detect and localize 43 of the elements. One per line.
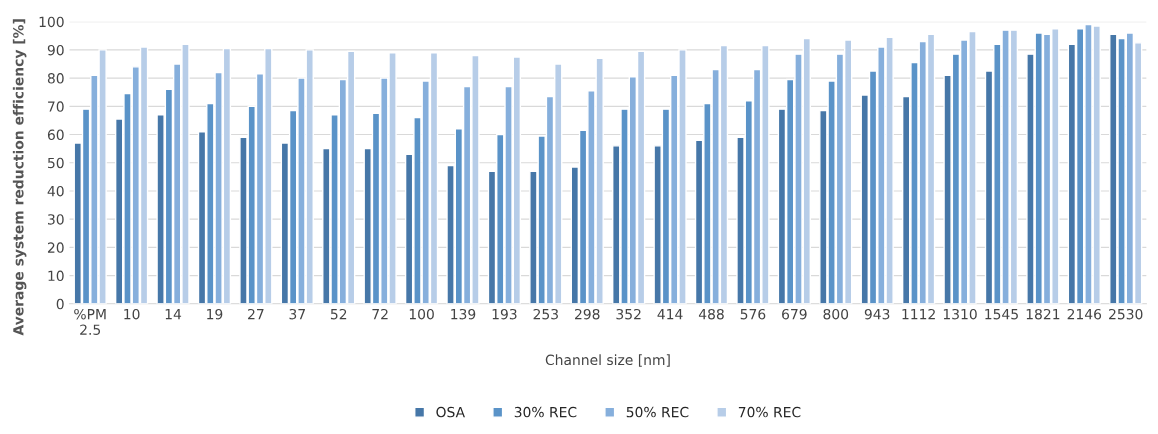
x-tick-label: 1310	[943, 308, 977, 320]
y-tick-label: 100	[39, 16, 64, 28]
y-tick-label: 20	[47, 242, 64, 253]
y-tick-label: 30	[48, 214, 64, 225]
x-tick-label: 679	[782, 308, 807, 320]
x-tick-label: 19	[207, 308, 223, 320]
x-tick-label: 14	[165, 309, 182, 320]
x-axis-title: Channel size [nm]	[545, 354, 670, 367]
x-tick-label: 576	[740, 308, 766, 320]
x-tick-label: 52	[330, 308, 347, 320]
y-tick-label: 10	[48, 270, 64, 282]
x-tick-label: 488	[698, 308, 724, 320]
x-tick-label: 10	[124, 308, 140, 320]
x-tick-label: 1545	[985, 309, 1018, 320]
y-axis-title: Average system reduction efficiency [%]	[12, 19, 27, 336]
legend-label: OSA	[436, 406, 465, 418]
x-tick-label: 298	[575, 308, 600, 320]
y-tick-label: 60	[47, 129, 64, 141]
x-tick-label: 414	[657, 309, 683, 320]
y-tick-label: 50	[48, 157, 64, 169]
x-tick-label: 139	[451, 308, 476, 320]
legend-label: 70% REC	[738, 406, 801, 418]
x-tick-label: 800	[823, 308, 849, 320]
y-tick-label: 90	[47, 44, 64, 56]
y-tick-label: 80	[47, 73, 64, 84]
x-tick-label: 37	[289, 308, 305, 320]
x-tick-label: 1821	[1026, 308, 1060, 320]
x-tick-label: 27	[248, 308, 264, 320]
x-tick-label: 943	[864, 308, 890, 320]
x-tick-label: 100	[409, 308, 434, 320]
x-tick-label: 2146	[1067, 308, 1102, 320]
x-tick-label: 72	[372, 308, 388, 320]
x-tick-label: 2530	[1109, 308, 1143, 320]
legend-label: 30% REC	[514, 406, 577, 418]
x-tick-label: 193	[492, 308, 517, 320]
x-tick-label: 1112	[902, 308, 935, 320]
x-tick-label: %PM 2.5	[74, 308, 106, 335]
y-tick-label: 70	[48, 101, 64, 112]
y-tick-label: 0	[56, 298, 64, 310]
legend-label: 50% REC	[626, 406, 689, 418]
y-tick-label: 40	[47, 185, 64, 197]
x-tick-label: 253	[533, 308, 558, 320]
x-tick-label: 352	[616, 308, 641, 320]
